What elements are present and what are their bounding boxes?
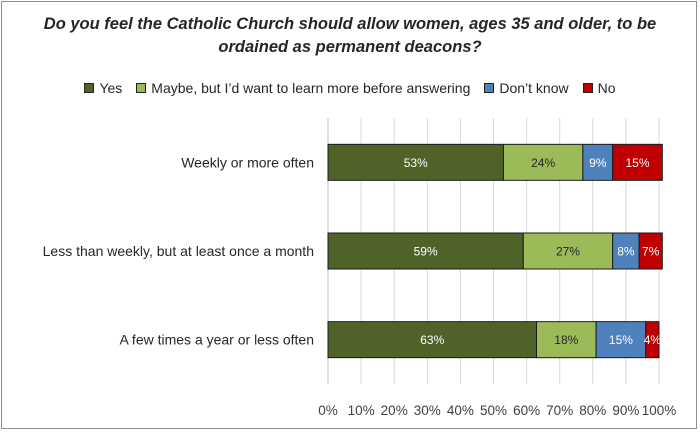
data-label: 59% (414, 245, 438, 259)
legend-item-no: No (582, 80, 616, 96)
chart-title: Do you feel the Catholic Church should a… (43, 15, 657, 56)
x-tick-label: 30% (414, 403, 441, 418)
data-label: 15% (625, 156, 649, 170)
data-label: 4% (644, 333, 662, 347)
bar-yes (327, 232, 524, 270)
x-tick-label: 50% (480, 403, 507, 418)
x-tick-label: 70% (546, 403, 573, 418)
legend-item-dont-know: Don’t know (484, 80, 569, 96)
legend-label-maybe: Maybe, but I’d want to learn more before… (151, 80, 471, 96)
legend-swatch-maybe (136, 83, 147, 93)
bar-no (638, 232, 663, 270)
bar-no (645, 321, 660, 359)
data-label: 27% (556, 245, 580, 259)
legend-label-yes: Yes (99, 80, 123, 96)
data-label: 63% (420, 333, 444, 347)
x-tick-label: 100% (642, 403, 677, 418)
bar-don-t-know (582, 143, 614, 181)
bar-maybe-but-i-d-want-to-learn-more-before-answering (536, 321, 597, 359)
x-tick-label: 20% (381, 403, 408, 418)
data-label: 7% (642, 245, 660, 259)
x-tick-label: 0% (318, 403, 338, 418)
bar-yes (327, 321, 538, 359)
legend-item-maybe: Maybe, but I’d want to learn more before… (136, 80, 470, 96)
legend-label-no: No (597, 80, 616, 96)
bar-no (612, 143, 663, 181)
x-tick-label: 80% (579, 403, 606, 418)
category-label: Less than weekly, but at least once a mo… (43, 243, 314, 259)
legend-item-yes: Yes (84, 80, 122, 96)
data-label: 53% (404, 156, 428, 170)
legend: Yes Maybe, but I’d want to learn more be… (0, 79, 700, 97)
legend-swatch-dont-know (484, 83, 495, 93)
data-label: 8% (617, 245, 635, 259)
data-label: 24% (531, 156, 555, 170)
x-tick-label: 10% (348, 403, 375, 418)
data-label: 18% (554, 333, 578, 347)
x-tick-label: 60% (513, 403, 540, 418)
legend-swatch-no (582, 83, 593, 93)
category-label: Weekly or more often (181, 154, 314, 170)
x-tick-label: 90% (612, 403, 639, 418)
legend-swatch-yes (84, 83, 95, 93)
legend-label-dont-know: Don’t know (499, 80, 569, 96)
x-tick-label: 40% (447, 403, 474, 418)
category-label: A few times a year or less often (119, 332, 314, 348)
bar-don-t-know (595, 321, 647, 359)
bar-don-t-know (612, 232, 640, 270)
data-label: 9% (589, 156, 607, 170)
data-label: 15% (609, 333, 633, 347)
